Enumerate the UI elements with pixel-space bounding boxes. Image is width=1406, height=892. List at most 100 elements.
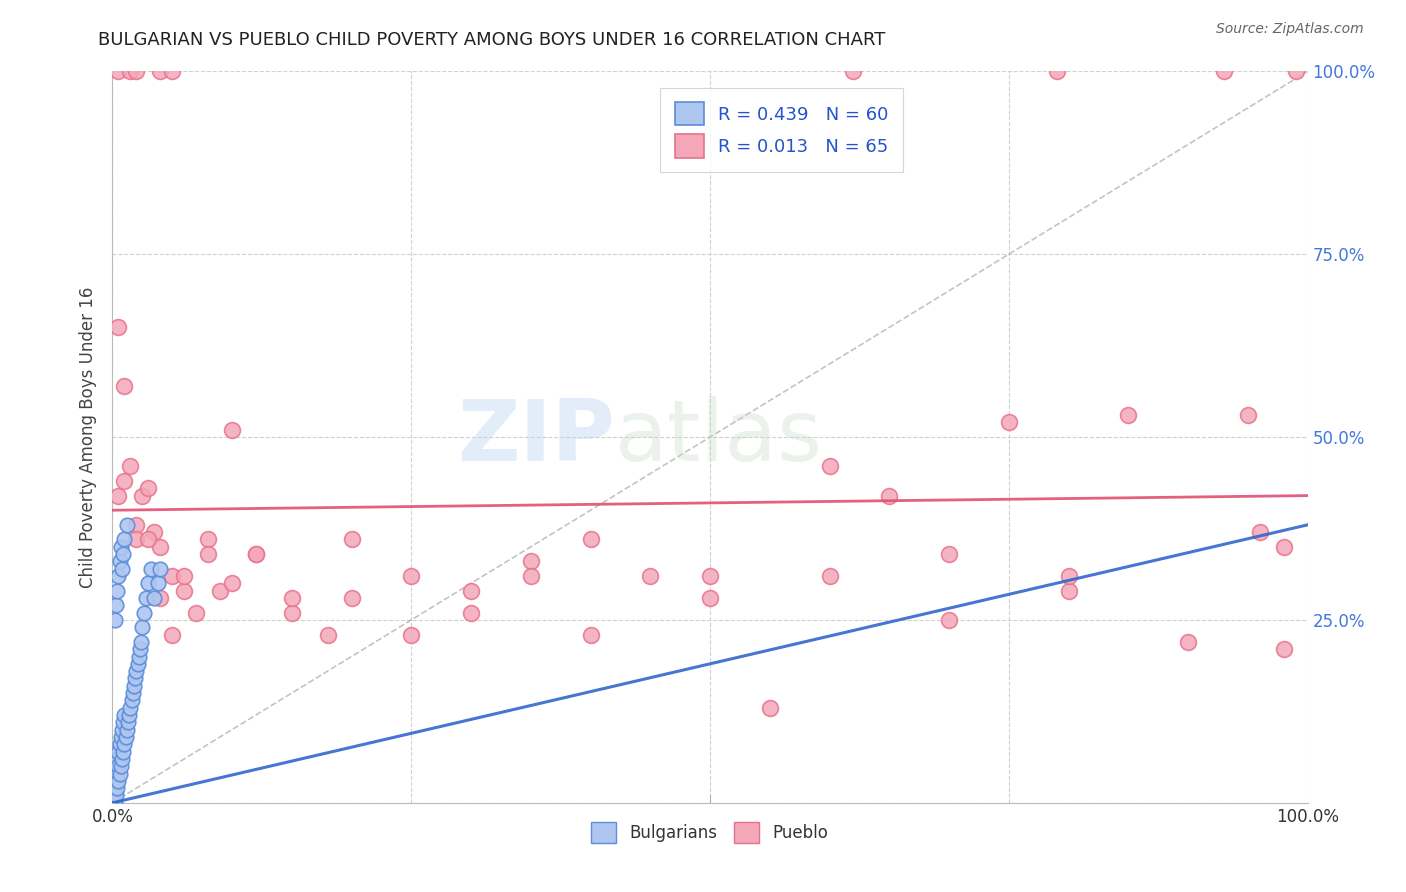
Point: [103, 781, 125, 796]
Point: [1057, 569, 1080, 583]
Point: [121, 686, 143, 700]
Point: [105, 766, 128, 780]
Point: [162, 569, 183, 583]
Point: [104, 766, 127, 780]
Point: [114, 379, 135, 393]
Point: [127, 657, 149, 671]
Point: [132, 606, 155, 620]
Point: [197, 547, 219, 561]
Point: [1046, 64, 1069, 78]
Point: [699, 591, 721, 605]
Point: [460, 583, 482, 598]
Point: [579, 533, 602, 547]
Point: [110, 730, 132, 744]
Point: [107, 569, 129, 583]
Point: [114, 730, 136, 744]
Point: [879, 489, 901, 503]
Point: [108, 554, 131, 568]
Point: [105, 759, 128, 773]
Point: [316, 627, 339, 641]
Point: [128, 649, 150, 664]
Point: [340, 591, 363, 605]
Point: [107, 489, 129, 503]
Point: [938, 547, 960, 561]
Point: [138, 533, 160, 547]
Point: [139, 562, 162, 576]
Point: [1118, 408, 1140, 422]
Point: [149, 540, 172, 554]
Point: [114, 737, 135, 751]
Point: [125, 517, 148, 532]
Point: [104, 613, 127, 627]
Point: [281, 591, 304, 605]
Point: [104, 796, 127, 810]
Point: [112, 547, 135, 561]
Point: [110, 540, 132, 554]
Point: [129, 635, 152, 649]
Text: atlas: atlas: [614, 395, 823, 479]
Point: [104, 781, 127, 796]
Point: [401, 627, 423, 641]
Point: [579, 627, 602, 641]
Point: [122, 679, 145, 693]
Point: [197, 533, 219, 547]
Point: [120, 64, 142, 78]
Point: [107, 773, 129, 788]
Point: [124, 672, 146, 686]
Text: ZIP: ZIP: [457, 395, 614, 479]
Point: [105, 583, 128, 598]
Point: [640, 569, 662, 583]
Point: [699, 569, 721, 583]
Point: [120, 700, 142, 714]
Point: [135, 591, 157, 605]
Point: [105, 781, 128, 796]
Point: [104, 752, 127, 766]
Legend: Bulgarians, Pueblo: Bulgarians, Pueblo: [585, 815, 835, 849]
Point: [818, 459, 841, 474]
Point: [125, 664, 148, 678]
Point: [138, 481, 160, 495]
Point: [107, 64, 129, 78]
Y-axis label: Child Poverty Among Boys Under 16: Child Poverty Among Boys Under 16: [79, 286, 97, 588]
Point: [111, 723, 134, 737]
Point: [1177, 635, 1199, 649]
Point: [107, 745, 129, 759]
Point: [112, 745, 135, 759]
Point: [105, 789, 128, 803]
Point: [105, 599, 128, 613]
Point: [117, 715, 139, 730]
Point: [103, 766, 125, 780]
Point: [103, 789, 125, 803]
Point: [245, 547, 267, 561]
Point: [107, 759, 129, 773]
Point: [245, 547, 267, 561]
Point: [108, 766, 131, 780]
Point: [173, 569, 195, 583]
Point: [221, 576, 243, 591]
Point: [209, 583, 232, 598]
Point: [1249, 525, 1271, 540]
Text: Source: ZipAtlas.com: Source: ZipAtlas.com: [1216, 22, 1364, 37]
Point: [114, 533, 135, 547]
Point: [401, 569, 423, 583]
Point: [149, 64, 172, 78]
Point: [1285, 64, 1308, 78]
Point: [114, 474, 135, 488]
Point: [110, 759, 132, 773]
Point: [111, 562, 134, 576]
Point: [162, 64, 183, 78]
Point: [131, 489, 153, 503]
Point: [938, 613, 960, 627]
Point: [1057, 583, 1080, 598]
Point: [143, 591, 166, 605]
Point: [759, 700, 782, 714]
Point: [520, 569, 543, 583]
Point: [120, 459, 142, 474]
Point: [281, 606, 304, 620]
Point: [146, 576, 169, 591]
Point: [131, 620, 153, 634]
Point: [520, 554, 543, 568]
Point: [112, 715, 135, 730]
Point: [998, 416, 1021, 430]
Point: [121, 693, 143, 707]
